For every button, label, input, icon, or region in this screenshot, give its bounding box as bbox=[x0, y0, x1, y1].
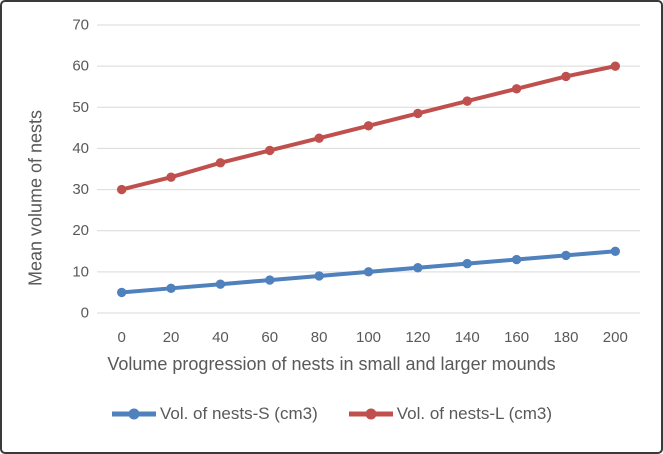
legend-label-nests-l: Vol. of nests-L (cm3) bbox=[396, 404, 553, 423]
data-point bbox=[610, 246, 621, 256]
data-point bbox=[116, 184, 127, 195]
data-point bbox=[215, 158, 226, 168]
data-point bbox=[462, 96, 472, 106]
data-point bbox=[610, 61, 621, 71]
data-point bbox=[265, 275, 275, 285]
x-tick-label: 20 bbox=[163, 329, 180, 346]
x-tick-label: 120 bbox=[405, 329, 430, 346]
y-tick-label: 50 bbox=[72, 99, 89, 116]
data-point bbox=[363, 121, 374, 131]
data-point bbox=[166, 172, 176, 182]
data-point bbox=[511, 84, 522, 94]
data-point bbox=[314, 271, 324, 281]
y-tick-label: 10 bbox=[72, 263, 89, 280]
data-point bbox=[413, 108, 423, 119]
y-tick-label: 40 bbox=[72, 140, 89, 157]
y-tick-label: 20 bbox=[72, 222, 89, 239]
legend: Vol. of nests-S (cm3) Vol. of nests-L (c… bbox=[2, 404, 661, 424]
series-l-line-marker-icon bbox=[348, 408, 393, 420]
x-tick-label: 140 bbox=[455, 329, 480, 346]
data-point bbox=[265, 145, 275, 156]
x-tick-label: 60 bbox=[261, 329, 278, 346]
series-s-line-marker-icon bbox=[111, 408, 156, 420]
data-point bbox=[314, 133, 324, 143]
data-point bbox=[561, 71, 571, 82]
x-tick-label: 200 bbox=[603, 329, 628, 346]
y-tick-label: 0 bbox=[81, 305, 89, 322]
data-point bbox=[561, 250, 571, 261]
x-tick-label: 160 bbox=[504, 329, 529, 346]
data-point bbox=[116, 287, 127, 298]
data-point bbox=[413, 263, 423, 273]
legend-item-nests-l: Vol. of nests-L (cm3) bbox=[348, 404, 552, 424]
x-tick-label: 0 bbox=[118, 329, 126, 346]
x-axis-title: Volume progression of nests in small and… bbox=[107, 354, 556, 374]
data-point bbox=[215, 279, 226, 289]
data-point bbox=[462, 258, 472, 269]
x-tick-label: 80 bbox=[311, 329, 328, 346]
legend-item-nests-s: Vol. of nests-S (cm3) bbox=[111, 404, 318, 424]
y-tick-label: 30 bbox=[72, 181, 89, 198]
data-point bbox=[166, 283, 176, 294]
x-tick-label: 40 bbox=[212, 329, 229, 346]
y-axis-title: Mean volume of nests bbox=[25, 109, 46, 287]
x-tick-label: 180 bbox=[553, 329, 578, 346]
x-tick-label: 100 bbox=[356, 329, 381, 346]
y-tick-label: 60 bbox=[72, 58, 89, 75]
data-point bbox=[363, 267, 374, 277]
legend-label-nests-s: Vol. of nests-S (cm3) bbox=[159, 404, 318, 423]
y-tick-label: 70 bbox=[72, 17, 89, 34]
data-point bbox=[511, 254, 522, 265]
